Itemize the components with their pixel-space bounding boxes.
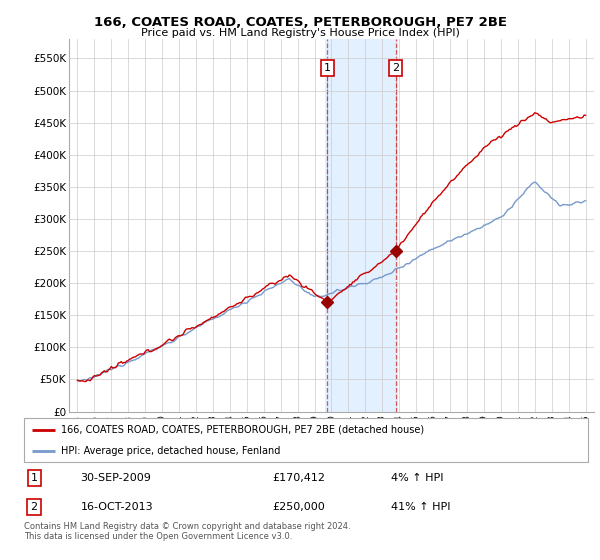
- Text: 166, COATES ROAD, COATES, PETERBOROUGH, PE7 2BE (detached house): 166, COATES ROAD, COATES, PETERBOROUGH, …: [61, 424, 424, 435]
- Text: 16-OCT-2013: 16-OCT-2013: [80, 502, 153, 512]
- Bar: [325, 39, 398, 412]
- Text: £170,412: £170,412: [272, 473, 325, 483]
- Text: 2: 2: [392, 63, 399, 73]
- Text: HPI: Average price, detached house, Fenland: HPI: Average price, detached house, Fenl…: [61, 446, 280, 456]
- Text: 2: 2: [31, 502, 38, 512]
- Text: 1: 1: [324, 63, 331, 73]
- Text: 30-SEP-2009: 30-SEP-2009: [80, 473, 151, 483]
- Text: 166, COATES ROAD, COATES, PETERBOROUGH, PE7 2BE: 166, COATES ROAD, COATES, PETERBOROUGH, …: [94, 16, 506, 29]
- Text: £250,000: £250,000: [272, 502, 325, 512]
- Text: 41% ↑ HPI: 41% ↑ HPI: [391, 502, 450, 512]
- Text: 4% ↑ HPI: 4% ↑ HPI: [391, 473, 443, 483]
- Text: Price paid vs. HM Land Registry's House Price Index (HPI): Price paid vs. HM Land Registry's House …: [140, 28, 460, 38]
- Text: Contains HM Land Registry data © Crown copyright and database right 2024.
This d: Contains HM Land Registry data © Crown c…: [24, 522, 350, 542]
- Text: 1: 1: [31, 473, 38, 483]
- FancyBboxPatch shape: [24, 418, 588, 462]
